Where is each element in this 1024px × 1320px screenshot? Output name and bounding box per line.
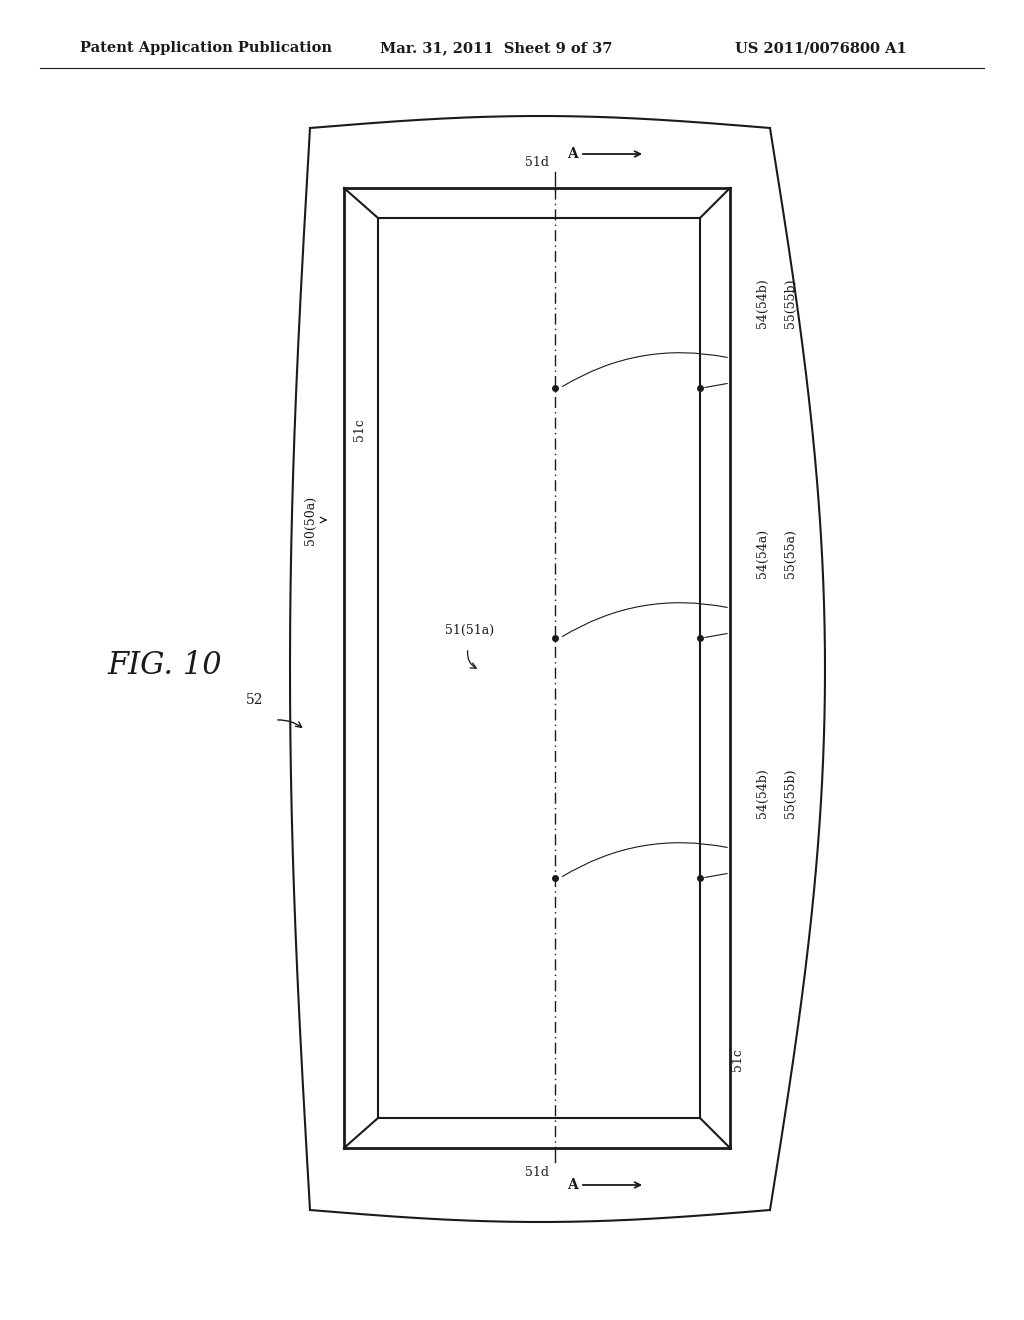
Text: 52: 52 xyxy=(246,693,264,708)
Text: 51c: 51c xyxy=(353,418,367,441)
Text: 51c: 51c xyxy=(731,1048,744,1072)
Text: FIG. 10: FIG. 10 xyxy=(108,649,222,681)
Text: 54(54b): 54(54b) xyxy=(756,768,768,818)
Text: 55(55b): 55(55b) xyxy=(783,279,797,327)
Text: US 2011/0076800 A1: US 2011/0076800 A1 xyxy=(735,41,906,55)
Text: 54(54b): 54(54b) xyxy=(756,279,768,327)
Text: 55(55b): 55(55b) xyxy=(783,768,797,818)
Text: 51d: 51d xyxy=(525,1166,549,1179)
Text: 51d: 51d xyxy=(525,156,549,169)
Text: 51(51a): 51(51a) xyxy=(445,623,495,636)
Text: 55(55a): 55(55a) xyxy=(783,529,797,578)
Text: Patent Application Publication: Patent Application Publication xyxy=(80,41,332,55)
Text: 50(50a): 50(50a) xyxy=(303,495,316,545)
Text: Mar. 31, 2011  Sheet 9 of 37: Mar. 31, 2011 Sheet 9 of 37 xyxy=(380,41,612,55)
Text: A: A xyxy=(567,1177,578,1192)
Text: 54(54a): 54(54a) xyxy=(756,529,768,578)
Text: A: A xyxy=(567,147,578,161)
